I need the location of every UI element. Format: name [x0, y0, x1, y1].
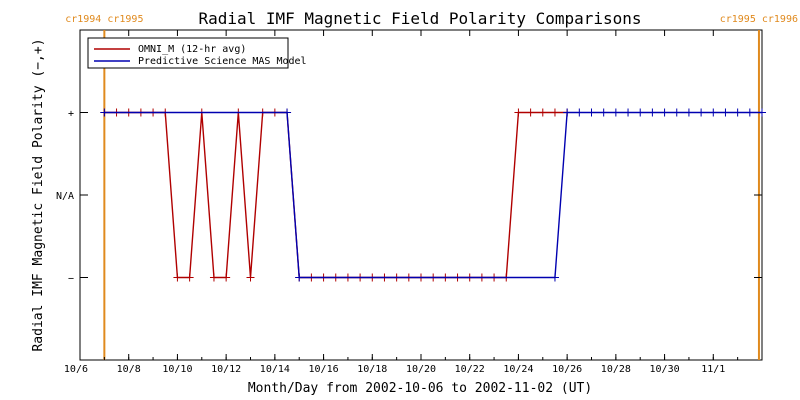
data-point	[283, 108, 292, 117]
data-point	[672, 108, 681, 117]
data-series	[100, 108, 766, 282]
x-tick-label: 10/14	[260, 364, 290, 375]
legend-box	[87, 37, 289, 69]
y-axis-label: Radial IMF Magnetic Field Polarity (−,+)	[31, 38, 46, 351]
x-tick-label: 10/12	[211, 364, 241, 375]
data-point	[611, 108, 620, 117]
chart-title: Radial IMF Magnetic Field Polarity Compa…	[198, 9, 641, 28]
x-tick-label: 10/18	[357, 364, 387, 375]
data-point	[550, 108, 559, 117]
data-point	[514, 108, 523, 117]
x-tick-label: 10/16	[309, 364, 339, 375]
data-point	[295, 273, 304, 282]
legend-label-mas: Predictive Science MAS Model	[138, 56, 307, 67]
data-point	[745, 108, 754, 117]
data-point	[587, 108, 596, 117]
data-point	[246, 273, 255, 282]
y-tick-label: −	[68, 274, 74, 285]
legend: OMNI_M (12-hr avg) Predictive Science MA…	[87, 37, 307, 69]
data-point	[721, 108, 730, 117]
x-tick-label: 10/24	[503, 364, 533, 375]
x-axis-label: Month/Day from 2002-10-06 to 2002-11-02 …	[248, 381, 592, 396]
data-point	[599, 108, 608, 117]
data-point	[648, 108, 657, 117]
x-tick-label: 11/1	[701, 364, 725, 375]
plot-frame	[79, 29, 763, 361]
y-tick-label: +	[68, 109, 74, 120]
data-point	[526, 108, 535, 117]
x-tick-label: 10/26	[552, 364, 582, 375]
data-point	[684, 108, 693, 117]
series-line	[104, 111, 568, 279]
data-point	[173, 273, 182, 282]
data-point	[709, 108, 718, 117]
data-point	[100, 108, 109, 117]
x-tick-label: 10/28	[601, 364, 631, 375]
data-point	[697, 108, 706, 117]
carrington-label: cr1995 cr1996	[720, 14, 798, 25]
x-tick-label: 10/20	[406, 364, 436, 375]
data-point	[624, 108, 633, 117]
data-point	[733, 108, 742, 117]
y-axis-ticks: + N/A −	[56, 109, 762, 285]
data-point	[758, 108, 766, 117]
data-point	[550, 273, 559, 282]
data-point	[563, 108, 572, 117]
y-tick-label: N/A	[56, 191, 74, 202]
data-point	[185, 273, 194, 282]
x-tick-label: 10/8	[117, 364, 141, 375]
data-point	[222, 273, 231, 282]
data-point	[209, 273, 218, 282]
x-tick-label: 10/6	[64, 364, 88, 375]
x-tick-label: 10/22	[455, 364, 485, 375]
data-point	[636, 108, 645, 117]
x-tick-label: 10/30	[650, 364, 680, 375]
x-axis-ticks: 10/6 10/8 10/10 10/12 10/14 10/16 10/18 10/20 10…	[64, 30, 763, 375]
data-point	[660, 108, 669, 117]
carrington-label: cr1994 cr1995	[65, 14, 143, 25]
legend-label-omni: OMNI_M (12-hr avg)	[138, 44, 246, 55]
x-tick-label: 10/10	[162, 364, 192, 375]
data-point	[538, 108, 547, 117]
data-point	[575, 108, 584, 117]
